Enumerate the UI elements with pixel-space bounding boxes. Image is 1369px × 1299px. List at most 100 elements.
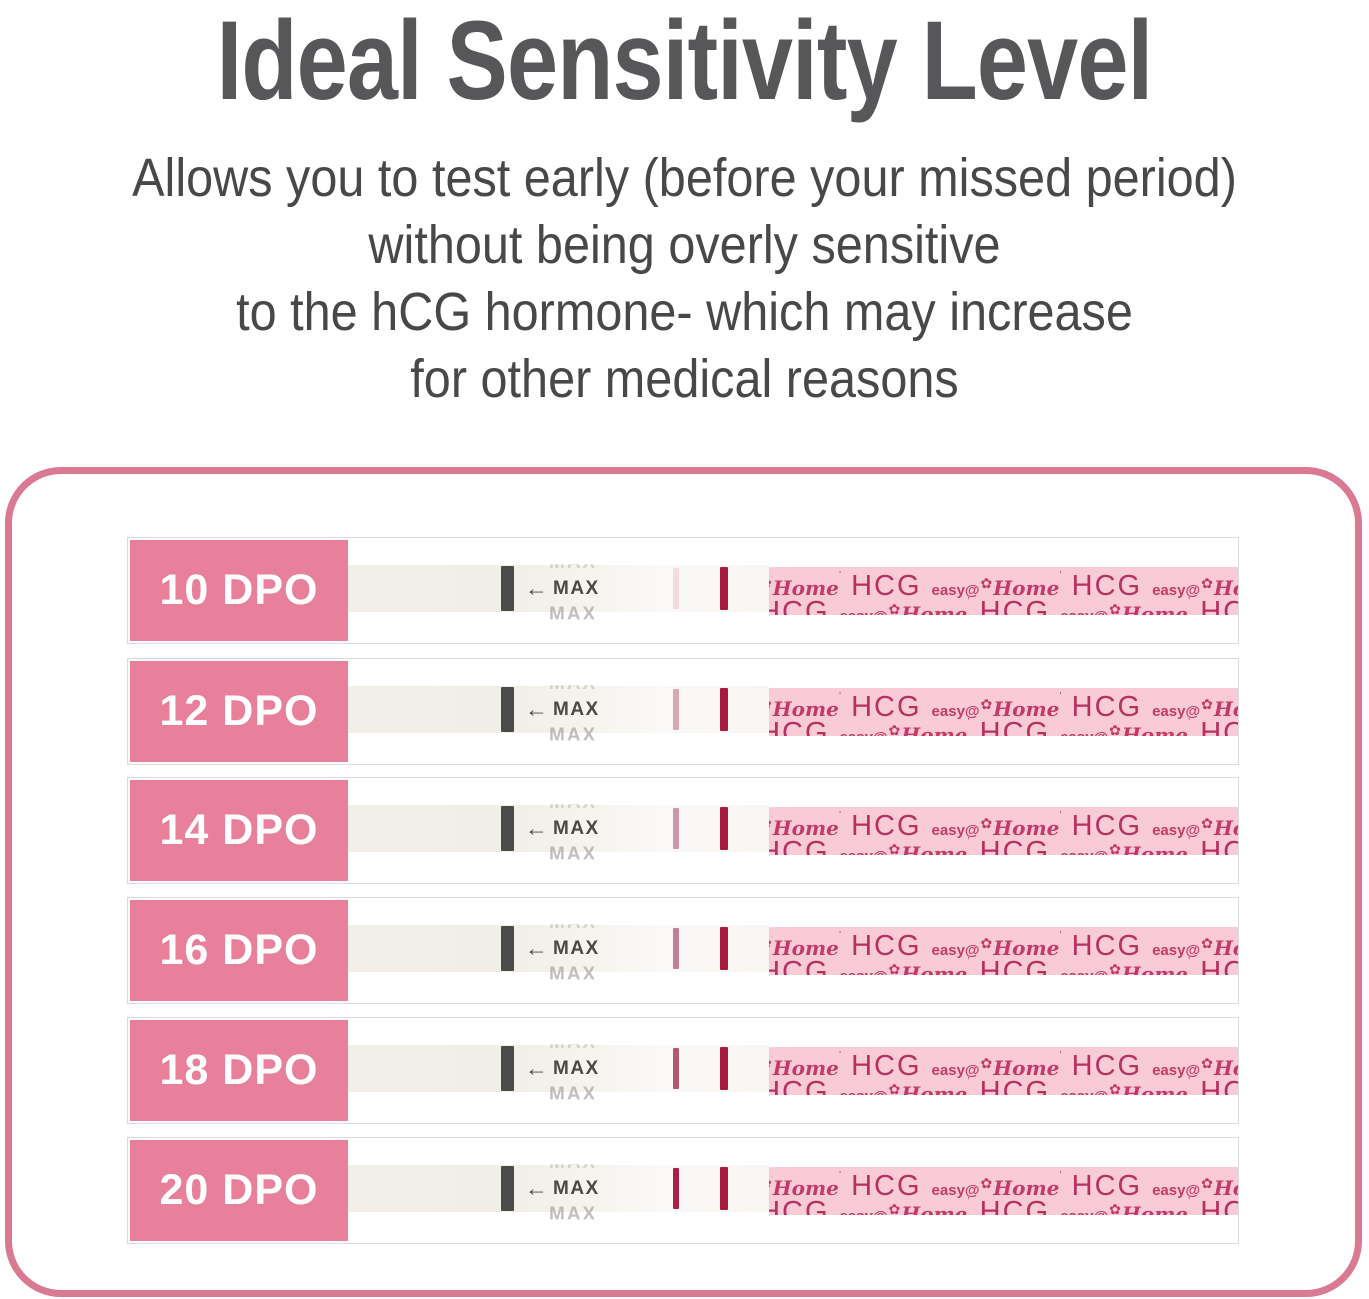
flower-icon: ✿ bbox=[769, 575, 772, 591]
dpo-label-text: 12 DPO bbox=[159, 687, 319, 735]
test-strip-body: ← MAX MAX MAX bbox=[348, 1044, 769, 1099]
header: Ideal Sensitivity Level Allows you to te… bbox=[0, 0, 1369, 413]
strip-row-18dpo: 18 DPO ←MAX MAX MAX easy@✿Home’HCG easy@✿… bbox=[127, 1017, 1239, 1124]
dpo-label-text: 16 DPO bbox=[159, 926, 319, 974]
dpo-label-text: 18 DPO bbox=[159, 1046, 319, 1094]
subtitle-line-2: without being overly sensitive bbox=[368, 214, 1001, 275]
max-bar-icon bbox=[501, 926, 514, 971]
brand-pattern-unit: easy@✿Home’HCG bbox=[931, 1050, 1143, 1082]
test-strip-body: ← MAX MAX MAX bbox=[348, 804, 769, 859]
max-bar-icon bbox=[501, 1166, 514, 1211]
flower-icon: ✿ bbox=[980, 1055, 993, 1071]
max-ghost-top: MAX bbox=[549, 1032, 598, 1053]
left-arrow-icon: ← bbox=[525, 696, 548, 722]
brand-pattern-unit: easy@✿Home’HCG bbox=[1152, 575, 1238, 600]
test-strip-body: ← MAX MAX MAX bbox=[348, 685, 769, 740]
brand-pattern-unit: easy@✿Home’HCG bbox=[769, 1170, 922, 1203]
control-line bbox=[720, 1167, 728, 1210]
max-label-text: MAX bbox=[553, 937, 600, 959]
brand-pattern: easy@✿Home’HCGeasy@✿Home’HCGeasy@✿Home’H… bbox=[769, 1047, 1238, 1095]
brand-pattern-unit: easy@✿Home’HCG bbox=[1152, 696, 1238, 721]
brand-pattern-unit: easy@✿Home’HCG bbox=[1060, 717, 1238, 736]
max-label-text: MAX bbox=[553, 1177, 600, 1199]
max-ghost-top: MAX bbox=[549, 552, 598, 573]
max-marker: ← MAX bbox=[525, 686, 600, 733]
flower-icon: ✿ bbox=[1109, 601, 1121, 615]
dpo-label: 14 DPO bbox=[130, 780, 348, 881]
brand-pattern: easy@✿Home’HCGeasy@✿Home’HCGeasy@✿Home’H… bbox=[769, 927, 1238, 975]
flower-icon: ✿ bbox=[980, 696, 993, 712]
dpo-label: 18 DPO bbox=[130, 1020, 348, 1121]
test-strip-body: ← MAX MAX MAX bbox=[348, 1164, 769, 1219]
max-marker: ← MAX bbox=[525, 1165, 600, 1212]
max-label-text: MAX bbox=[553, 817, 600, 839]
test-line bbox=[673, 928, 679, 969]
control-line bbox=[720, 567, 728, 610]
brand-pattern-unit: easy@✿Home’HCG bbox=[769, 1196, 830, 1215]
brand-pattern-unit: easy@✿Home’HCG bbox=[840, 1196, 1051, 1215]
max-bar-icon bbox=[501, 566, 514, 611]
brand-pattern: easy@✿Home’HCGeasy@✿Home’HCGeasy@✿Home’H… bbox=[769, 1167, 1238, 1215]
flower-icon: ✿ bbox=[888, 961, 901, 975]
brand-pattern-unit: easy@✿Home’HCG bbox=[840, 717, 1051, 736]
brand-pattern-unit: easy@✿Home’HCG bbox=[840, 836, 1051, 855]
flower-icon: ✿ bbox=[1109, 961, 1121, 975]
dpo-label: 10 DPO bbox=[130, 540, 348, 641]
max-bar-icon bbox=[501, 687, 514, 732]
flower-icon: ✿ bbox=[1201, 1175, 1213, 1191]
test-line bbox=[673, 808, 679, 849]
brand-pattern-unit: easy@✿Home’HCG bbox=[931, 810, 1143, 842]
test-strip-body: ← MAX MAX MAX bbox=[348, 564, 769, 619]
left-arrow-icon: ← bbox=[525, 935, 548, 961]
left-arrow-icon: ← bbox=[525, 1175, 548, 1201]
flower-icon: ✿ bbox=[1201, 696, 1213, 712]
brand-pattern-unit: easy@✿Home’HCG bbox=[931, 570, 1143, 602]
dpo-label-text: 10 DPO bbox=[159, 566, 319, 614]
flower-icon: ✿ bbox=[1109, 841, 1121, 855]
control-line bbox=[720, 688, 728, 731]
dpo-label: 20 DPO bbox=[130, 1140, 348, 1241]
flower-icon: ✿ bbox=[1109, 722, 1121, 736]
subtitle-line-1: Allows you to test early (before your mi… bbox=[132, 147, 1237, 208]
control-line bbox=[720, 927, 728, 970]
brand-pattern-unit: easy@✿Home’HCG bbox=[769, 570, 922, 603]
flower-icon: ✿ bbox=[980, 575, 993, 591]
dpo-label: 12 DPO bbox=[130, 661, 348, 762]
max-label-text: MAX bbox=[553, 1057, 600, 1079]
subtitle-line-4: for other medical reasons bbox=[410, 348, 959, 409]
page-title: Ideal Sensitivity Level bbox=[216, 0, 1154, 123]
max-label-text: MAX bbox=[553, 577, 600, 599]
control-line bbox=[720, 1047, 728, 1090]
max-marker: ← MAX bbox=[525, 1045, 600, 1092]
brand-pattern-unit: easy@✿Home’HCG bbox=[769, 956, 830, 975]
brand-pattern: easy@✿Home’HCGeasy@✿Home’HCGeasy@✿Home’H… bbox=[769, 688, 1238, 736]
strip-row-16dpo: 16 DPO ←MAX MAX MAX easy@✿Home’HCGeasy@✿… bbox=[127, 897, 1239, 1004]
flower-icon: ✿ bbox=[1109, 1201, 1121, 1215]
max-ghost-bottom: MAX bbox=[549, 844, 598, 865]
dpo-label: 16 DPO bbox=[130, 900, 348, 1001]
strips-panel: 10 DPO ←MAX MAX MAX easy@✿Home’HCGeasy@✿… bbox=[5, 467, 1362, 1297]
strip-row-20dpo: 20 DPO ←MAX MAX MAX easy@✿Home’HCGeasy@✿… bbox=[127, 1137, 1239, 1244]
flower-icon: ✿ bbox=[1201, 935, 1213, 951]
flower-icon: ✿ bbox=[769, 1055, 772, 1071]
dpo-label-text: 14 DPO bbox=[159, 806, 319, 854]
max-ghost-top: MAX bbox=[549, 912, 598, 933]
flower-icon: ✿ bbox=[980, 935, 993, 951]
flower-icon: ✿ bbox=[1109, 1081, 1121, 1095]
flower-icon: ✿ bbox=[1201, 575, 1213, 591]
brand-pattern-unit: easy@✿Home’HCG bbox=[1060, 596, 1238, 615]
max-bar-icon bbox=[501, 806, 514, 851]
flower-icon: ✿ bbox=[769, 696, 772, 712]
max-ghost-bottom: MAX bbox=[549, 604, 598, 625]
flower-icon: ✿ bbox=[888, 722, 901, 736]
max-label-text: MAX bbox=[553, 698, 600, 720]
brand-pattern-unit: easy@✿Home’HCG bbox=[769, 1076, 830, 1095]
flower-icon: ✿ bbox=[1201, 1055, 1213, 1071]
flower-icon: ✿ bbox=[888, 1201, 901, 1215]
brand-pattern-unit: easy@✿Home’HCG bbox=[1060, 836, 1238, 855]
brand-pattern-unit: easy@✿Home’HCG bbox=[840, 596, 1051, 615]
max-ghost-top: MAX bbox=[549, 1152, 598, 1173]
brand-pattern-unit: easy@✿Home’HCG bbox=[769, 596, 830, 615]
max-ghost-bottom: MAX bbox=[549, 725, 598, 746]
brand-pattern-unit: easy@✿Home’HCG bbox=[769, 930, 922, 963]
